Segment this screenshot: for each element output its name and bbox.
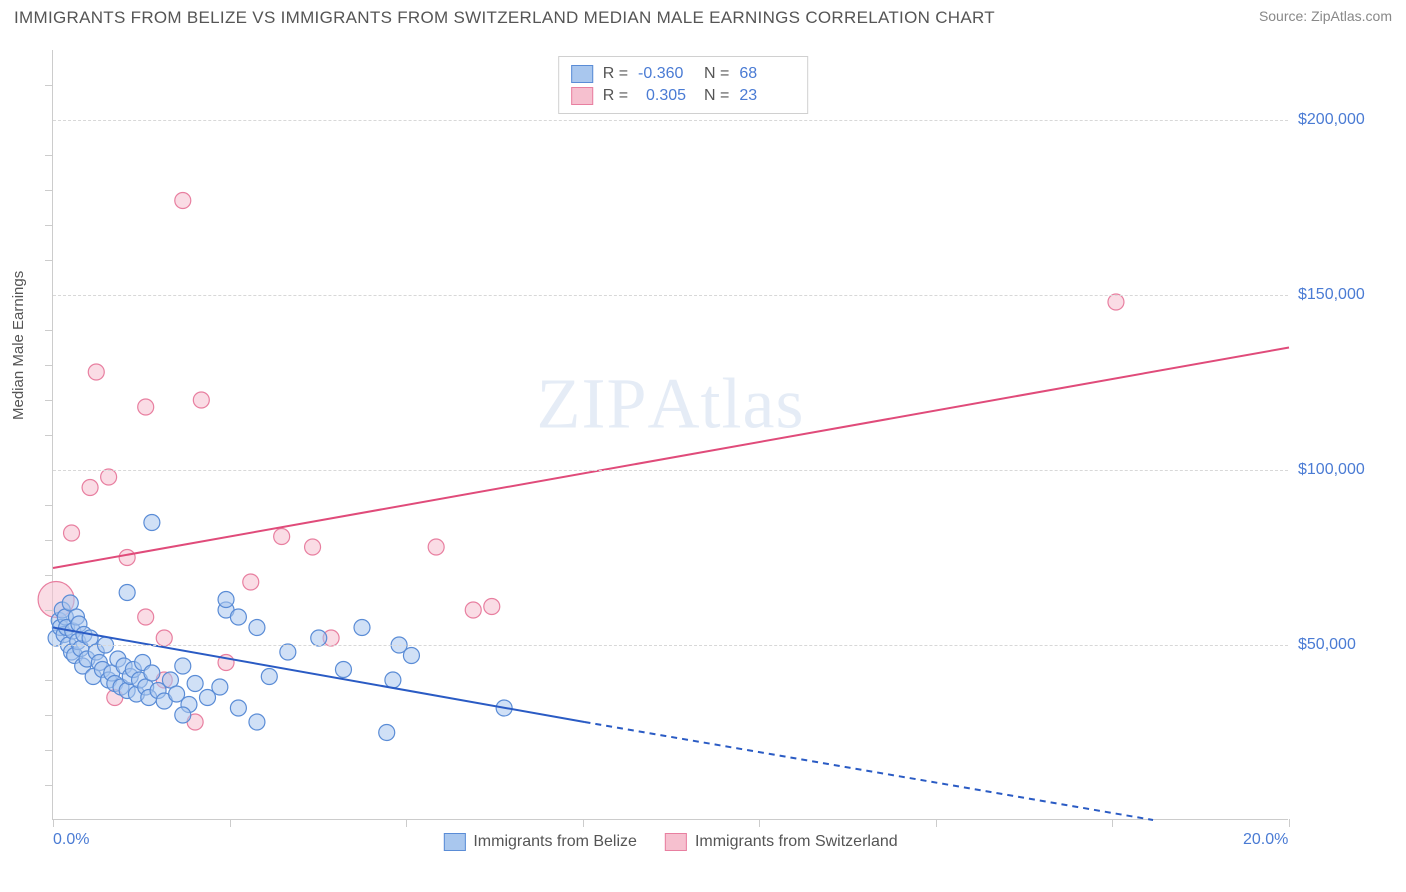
y-tick xyxy=(45,750,53,751)
data-point xyxy=(212,679,228,695)
data-point xyxy=(144,665,160,681)
data-point xyxy=(218,592,234,608)
data-point xyxy=(305,539,321,555)
data-point xyxy=(311,630,327,646)
data-point xyxy=(193,392,209,408)
swatch-switzerland xyxy=(571,87,593,105)
y-tick xyxy=(45,225,53,226)
x-tick xyxy=(936,819,937,827)
swatch-belize xyxy=(571,65,593,83)
trend-line-extrapolated xyxy=(584,722,1153,820)
legend-label-belize: Immigrants from Belize xyxy=(473,833,637,851)
legend-item-switzerland: Immigrants from Switzerland xyxy=(665,833,898,851)
legend-r-value-switzerland: 0.305 xyxy=(638,87,694,105)
legend-r-value-belize: -0.360 xyxy=(638,65,694,83)
swatch-switzerland xyxy=(665,833,687,851)
y-tick-label: $150,000 xyxy=(1298,286,1392,304)
data-point xyxy=(119,585,135,601)
legend-n-value-belize: 68 xyxy=(739,65,795,83)
grid-line xyxy=(53,470,1288,471)
data-point xyxy=(280,644,296,660)
data-point xyxy=(379,725,395,741)
y-tick-label: $200,000 xyxy=(1298,111,1392,129)
data-point xyxy=(465,602,481,618)
x-tick xyxy=(53,819,54,827)
y-tick xyxy=(45,435,53,436)
legend-row-belize: R = -0.360 N = 68 xyxy=(571,63,796,85)
data-point xyxy=(101,469,117,485)
data-point xyxy=(1108,294,1124,310)
legend-row-switzerland: R = 0.305 N = 23 xyxy=(571,85,796,107)
x-axis-label: 0.0% xyxy=(53,831,89,849)
data-point xyxy=(138,609,154,625)
y-tick xyxy=(45,155,53,156)
y-tick xyxy=(45,715,53,716)
chart-plot-area: ZIPAtlas R = -0.360 N = 68 R = 0.305 N =… xyxy=(52,50,1288,820)
data-point xyxy=(274,529,290,545)
y-tick-label: $50,000 xyxy=(1298,636,1392,654)
data-point xyxy=(175,658,191,674)
y-tick-label: $100,000 xyxy=(1298,461,1392,479)
y-tick xyxy=(45,505,53,506)
data-point xyxy=(249,714,265,730)
y-tick xyxy=(45,785,53,786)
legend-n-label: N = xyxy=(704,87,729,105)
legend-label-switzerland: Immigrants from Switzerland xyxy=(695,833,898,851)
x-tick xyxy=(230,819,231,827)
legend-n-value-switzerland: 23 xyxy=(739,87,795,105)
x-axis-label: 20.0% xyxy=(1243,831,1288,849)
y-tick xyxy=(45,85,53,86)
y-axis-label: Median Male Earnings xyxy=(10,271,27,420)
scatter-plot-svg xyxy=(53,50,1288,819)
data-point xyxy=(187,676,203,692)
y-tick xyxy=(45,400,53,401)
grid-line xyxy=(53,295,1288,296)
source-label: Source: ZipAtlas.com xyxy=(1259,8,1392,24)
y-tick xyxy=(45,575,53,576)
x-tick xyxy=(1112,819,1113,827)
x-tick xyxy=(759,819,760,827)
data-point xyxy=(82,480,98,496)
data-point xyxy=(484,599,500,615)
legend-series: Immigrants from Belize Immigrants from S… xyxy=(443,833,897,851)
grid-line xyxy=(53,120,1288,121)
legend-n-label: N = xyxy=(704,65,729,83)
legend-r-label: R = xyxy=(603,87,628,105)
data-point xyxy=(156,630,172,646)
legend-r-label: R = xyxy=(603,65,628,83)
data-point xyxy=(138,399,154,415)
y-tick xyxy=(45,260,53,261)
data-point xyxy=(385,672,401,688)
data-point xyxy=(175,193,191,209)
legend-correlation-box: R = -0.360 N = 68 R = 0.305 N = 23 xyxy=(558,56,809,114)
legend-item-belize: Immigrants from Belize xyxy=(443,833,637,851)
data-point xyxy=(243,574,259,590)
y-tick xyxy=(45,540,53,541)
y-tick xyxy=(45,190,53,191)
data-point xyxy=(144,515,160,531)
data-point xyxy=(88,364,104,380)
data-point xyxy=(64,525,80,541)
y-tick xyxy=(45,365,53,366)
y-tick xyxy=(45,330,53,331)
data-point xyxy=(261,669,277,685)
data-point xyxy=(119,550,135,566)
data-point xyxy=(249,620,265,636)
data-point xyxy=(230,700,246,716)
y-tick xyxy=(45,610,53,611)
grid-line xyxy=(53,645,1288,646)
y-tick xyxy=(45,680,53,681)
x-tick xyxy=(406,819,407,827)
trend-line xyxy=(53,348,1289,569)
data-point xyxy=(230,609,246,625)
swatch-belize xyxy=(443,833,465,851)
x-tick xyxy=(1289,819,1290,827)
data-point xyxy=(335,662,351,678)
chart-title: IMMIGRANTS FROM BELIZE VS IMMIGRANTS FRO… xyxy=(14,8,995,28)
data-point xyxy=(428,539,444,555)
data-point xyxy=(354,620,370,636)
data-point xyxy=(175,707,191,723)
x-tick xyxy=(583,819,584,827)
